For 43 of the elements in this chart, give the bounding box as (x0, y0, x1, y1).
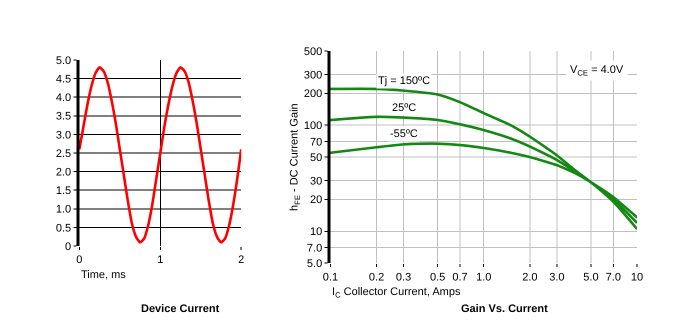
x-tick-label: 0 (76, 254, 82, 266)
y-tick-label: 2.0 (56, 166, 72, 178)
y-tick-label: 50 (310, 152, 322, 164)
series-label: 25ºC (392, 102, 416, 114)
y-tick-label: 0.5 (56, 222, 72, 234)
x-tick-label: 0.3 (396, 271, 412, 284)
x-tick-label: 2 (238, 254, 244, 266)
y-tick-label: 4.0 (56, 92, 72, 104)
text: Device Current (141, 303, 220, 315)
x-tick-label: 0.5 (430, 271, 446, 284)
x-tick-label: 1.0 (476, 271, 492, 284)
annotation: V$_{CE}$ = 4.0V (570, 64, 624, 78)
x-tick-label: 2.0 (522, 271, 538, 284)
y-tick-label: 100 (304, 120, 322, 132)
y-tick-label: 0 (65, 240, 72, 253)
y-tick-label: 70 (310, 136, 322, 149)
x-tick-label: 7.0 (606, 271, 621, 284)
y-tick-label: 500 (304, 46, 322, 58)
x-tick-label: 1 (157, 254, 164, 266)
y-tick-label: 200 (304, 88, 322, 100)
y-tick-label: 1.0 (56, 204, 72, 216)
y-tick-label: 20 (310, 194, 322, 206)
x-tick-label: 0.7 (452, 271, 468, 284)
y-tick-label: 1.5 (56, 185, 72, 198)
y-tick-label: 4.5 (56, 73, 72, 86)
x-tick-label: 10 (630, 271, 644, 284)
x-tick-label: 0.1 (322, 271, 338, 284)
y-tick-label: 3.0 (56, 129, 72, 142)
y-tick-label: 7.0 (306, 242, 322, 255)
x-axis-title: I$_{C}$ Collector Current, Amps (332, 286, 461, 300)
y-tick-label: 3.5 (56, 110, 72, 123)
series-label: Tj = 150ºC (378, 75, 430, 87)
x-tick-label: 5.0 (583, 271, 599, 284)
text: Gain Vs. Current (461, 303, 548, 315)
x-axis-title: Time, ms (81, 269, 126, 281)
y-tick-label: 2.5 (56, 148, 72, 160)
y-tick-label: 300 (304, 69, 322, 82)
x-tick-label: 3.0 (549, 271, 565, 284)
y-tick-label: 5.0 (56, 54, 72, 67)
y-tick-label: 10 (310, 226, 322, 238)
series-label: -55ºC (390, 128, 418, 140)
x-tick-label: 0.2 (368, 271, 384, 284)
y-tick-label: 30 (310, 176, 322, 188)
